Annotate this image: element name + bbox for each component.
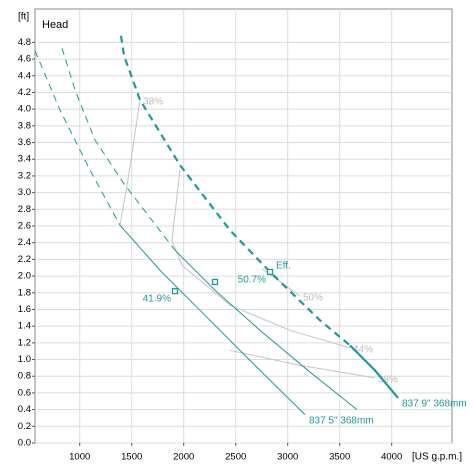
x-tick-label: 2500 [225, 452, 246, 463]
curve-label: 837 5" 368mm [309, 415, 374, 426]
efficiency-curve [229, 349, 376, 379]
y-tick-label: 3.6 [18, 137, 31, 148]
pump-curve [34, 50, 121, 226]
efficiency-curve [171, 170, 351, 349]
y-tick-label: 1.6 [18, 304, 31, 315]
efficiency-label: 50% [303, 293, 323, 304]
x-tick-label: 3500 [329, 452, 350, 463]
x-tick-label: 4000 [381, 452, 402, 463]
operating-point [211, 278, 219, 286]
x-unit: [US g.p.m.] [412, 452, 462, 463]
efficiency-label: 44% [353, 344, 373, 355]
y-tick-label: 0.6 [18, 387, 31, 398]
operating-point [266, 268, 274, 276]
y-tick-label: 0.8 [18, 371, 31, 382]
y-tick-label: 0.2 [18, 421, 31, 432]
point-label: 41.9% [143, 294, 171, 305]
pump-curve [119, 35, 351, 347]
efficiency-label: 38% [378, 375, 398, 386]
y-tick-label: 0.0 [18, 438, 31, 449]
y-tick-label: 3.2 [18, 170, 31, 181]
pump-curve [174, 249, 358, 411]
y-tick-label: 3.8 [18, 120, 31, 131]
y-tick-label: 4.2 [18, 87, 31, 98]
y-tick-label: 4.8 [18, 37, 31, 48]
y-tick-label: 2.0 [18, 271, 31, 282]
y-tick-label: 2.4 [18, 237, 31, 248]
pump-curve [61, 48, 176, 251]
y-tick-label: 0.4 [18, 404, 31, 415]
efficiency-curve [119, 99, 141, 226]
pump-curve [349, 344, 399, 399]
curve-label: 837 9" 368mm [402, 399, 467, 410]
y-unit: [ft] [18, 12, 29, 23]
point-label: 50.7% [238, 275, 266, 286]
x-tick-label: 1500 [121, 452, 142, 463]
y-tick-label: 1.8 [18, 287, 31, 298]
y-tick-label: 4.4 [18, 70, 31, 81]
operating-point [171, 287, 179, 295]
y-tick-label: 3.0 [18, 187, 31, 198]
y-tick-label: 3.4 [18, 154, 31, 165]
y-tick-label: 2.2 [18, 254, 31, 265]
chart-title: Head [42, 19, 68, 31]
pump-curve [119, 224, 306, 415]
x-tick-label: 2000 [173, 452, 194, 463]
y-tick-label: 2.8 [18, 204, 31, 215]
x-tick-label: 3000 [277, 452, 298, 463]
y-tick-label: 4.6 [18, 54, 31, 65]
y-tick-label: 2.6 [18, 221, 31, 232]
y-tick-label: 4.0 [18, 104, 31, 115]
efficiency-label: 38% [143, 97, 163, 108]
y-tick-label: 1.0 [18, 354, 31, 365]
y-tick-label: 1.2 [18, 337, 31, 348]
y-tick-label: 1.4 [18, 321, 31, 332]
point-note: Eff. [276, 261, 291, 272]
x-tick-label: 1000 [69, 452, 90, 463]
